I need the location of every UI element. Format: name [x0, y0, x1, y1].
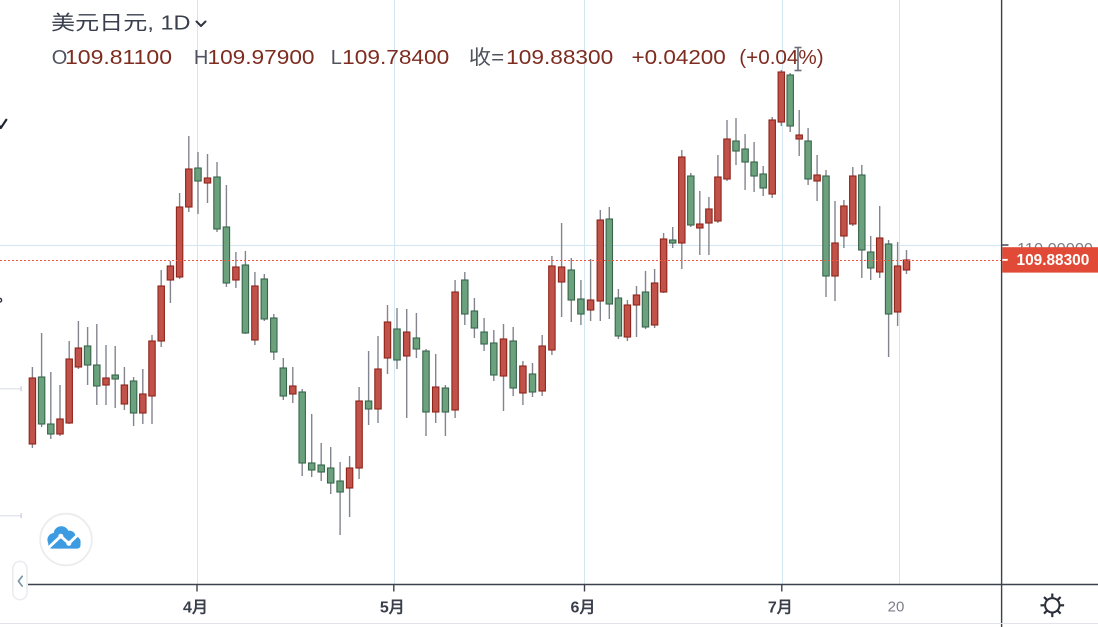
- svg-text:4月: 4月: [183, 599, 208, 617]
- svg-text:20: 20: [888, 599, 905, 616]
- svg-text:109.88300: 109.88300: [1017, 252, 1090, 269]
- svg-text:7月: 7月: [768, 599, 793, 617]
- svg-text:5月: 5月: [380, 599, 405, 617]
- svg-text:6月: 6月: [571, 599, 596, 617]
- svg-text:美元日元,1D: 美元日元, 1D: [51, 12, 191, 35]
